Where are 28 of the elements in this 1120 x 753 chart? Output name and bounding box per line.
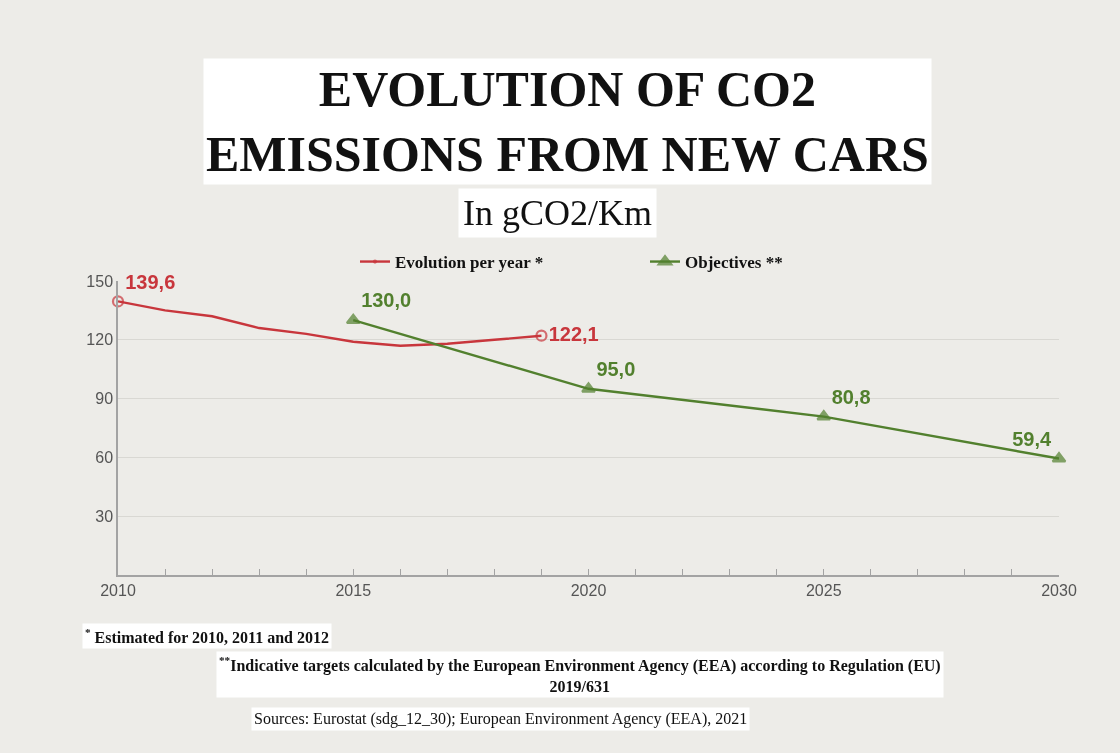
y-tick-label: 150 [86,272,114,290]
y-tick-label: 120 [86,331,114,349]
point [535,329,548,342]
point [581,382,596,393]
data-label: 122,1 [548,322,599,345]
legend-label: Evolution per year * [395,253,544,273]
x-tick-label: 2020 [570,581,607,599]
y-tick-label: 90 [95,390,114,408]
text: $^{**}$Indicative targets calculated by the European Environment Agency (EEA) according to Regulation (EU) 2019/631 [219,654,941,695]
point [1051,451,1067,463]
data-label: 95,0 [596,357,636,380]
y-tick-label: 30 [95,507,114,525]
x-tick-label: 2030 [1041,581,1077,599]
legend-label: Objectives ** [685,253,783,273]
data-label: 59,4 [1012,427,1052,450]
y-tick-label: 60 [95,449,114,466]
source-note: Sources: Eurostat (sdg_12_30); European Environment Agency (EEA), 2021 [254,710,748,728]
chart-subtitle: In gCO2/Km [463,193,652,233]
point [111,295,125,308]
data-label: 80,8 [831,385,871,408]
x-tick-label: 2015 [335,581,372,599]
data-label: 139,6 [125,271,176,294]
chart-title: EVOLUTION OF CO2 EMISSIONS FROM NEW CARS [206,61,929,182]
point [345,313,361,325]
text: $^{*}$ Estimated for 2010, 2011 and 2012 [85,626,329,646]
data-label: 130,0 [361,289,412,312]
x-tick-label: 2025 [805,581,842,599]
x-tick-label: 2010 [100,581,136,599]
